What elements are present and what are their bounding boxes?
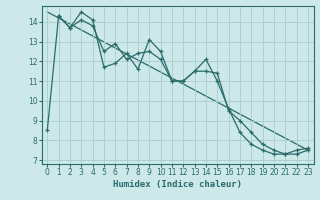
X-axis label: Humidex (Indice chaleur): Humidex (Indice chaleur) xyxy=(113,180,242,189)
